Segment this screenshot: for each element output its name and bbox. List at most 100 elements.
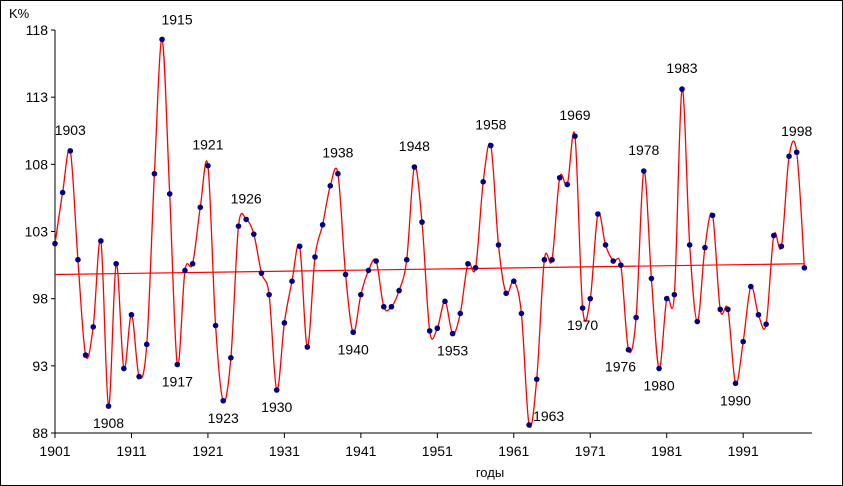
annotation-1990: 1990 — [720, 392, 751, 408]
data-point-1940 — [350, 329, 357, 336]
data-point-1983 — [679, 86, 685, 92]
data-point-1980 — [656, 365, 662, 372]
annotation-1915: 1915 — [161, 11, 192, 27]
data-point-1951 — [434, 325, 441, 332]
x-tick-label: 1971 — [575, 443, 606, 459]
data-point-1915 — [159, 36, 165, 43]
annotation-1980: 1980 — [643, 378, 674, 394]
data-point-1913 — [143, 341, 150, 348]
x-tick-label: 1921 — [192, 443, 223, 459]
data-point-1986 — [702, 244, 708, 251]
data-point-1959 — [495, 242, 502, 248]
annotation-1963: 1963 — [533, 408, 564, 424]
data-point-1950 — [426, 328, 433, 334]
data-point-1958 — [488, 142, 494, 149]
trend-line — [54, 263, 805, 276]
data-point-1941 — [358, 291, 364, 298]
data-point-1906 — [90, 324, 97, 330]
data-point-1993 — [755, 311, 762, 318]
y-tick-label: 103 — [25, 224, 49, 240]
data-point-1956 — [472, 264, 479, 271]
data-point-1998 — [793, 149, 800, 156]
data-point-1974 — [610, 258, 616, 264]
x-tick-label: 1951 — [422, 443, 453, 459]
data-point-1981 — [663, 295, 670, 302]
y-tick-label: 118 — [26, 22, 49, 38]
y-tick-label: 108 — [25, 156, 49, 172]
annotation-1938: 1938 — [322, 145, 353, 161]
data-point-1967 — [556, 174, 563, 181]
x-tick-label: 1911 — [116, 443, 146, 459]
data-point-1902 — [59, 189, 66, 196]
annotation-1923: 1923 — [208, 410, 239, 426]
data-point-1948 — [411, 164, 418, 170]
data-point-1901 — [52, 240, 58, 247]
data-point-1961 — [510, 278, 517, 285]
annotation-1948: 1948 — [399, 138, 430, 154]
annotation-1940: 1940 — [338, 341, 369, 357]
data-point-1938 — [335, 170, 341, 177]
data-point-1925 — [235, 223, 242, 229]
data-point-1973 — [602, 242, 609, 248]
data-point-1934 — [304, 344, 311, 350]
x-tick-label: 1991 — [728, 443, 759, 459]
data-point-1985 — [694, 318, 701, 325]
data-point-1954 — [457, 310, 464, 317]
data-point-1930 — [273, 387, 280, 393]
annotation-layer: 1903 1908 1915 1917 1921 1923 1926 1930 1938 1940… — [55, 11, 813, 431]
annotation-1926: 1926 — [231, 190, 262, 206]
data-point-1909 — [113, 260, 119, 267]
data-point-1978 — [640, 168, 647, 174]
annotation-1908: 1908 — [93, 415, 124, 431]
data-point-1905 — [82, 352, 89, 358]
data-point-1945 — [388, 303, 395, 310]
annotation-1983: 1983 — [666, 60, 697, 76]
data-point-1949 — [419, 219, 425, 225]
data-point-1966 — [549, 256, 555, 263]
data-point-1997 — [786, 153, 792, 160]
data-point-1988 — [717, 306, 724, 313]
data-point-1995 — [770, 232, 777, 239]
annotation-1978: 1978 — [628, 142, 659, 158]
series-layer — [54, 38, 806, 428]
points-layer — [52, 36, 808, 428]
data-point-1944 — [380, 303, 387, 310]
data-point-1947 — [403, 256, 410, 263]
data-point-1910 — [121, 365, 127, 372]
data-point-1937 — [327, 183, 334, 189]
x-axis-ticks: 1901 1911 1921 1931 1941 1951 1961 1971 1981 1991 — [39, 433, 759, 459]
data-point-1914 — [151, 170, 158, 177]
data-point-1903 — [67, 148, 74, 154]
data-point-1976 — [625, 346, 632, 353]
data-point-1992 — [748, 283, 754, 290]
annotation-1917: 1917 — [162, 373, 193, 389]
data-point-1932 — [289, 278, 295, 285]
data-point-1936 — [319, 221, 326, 228]
data-point-1939 — [342, 271, 349, 278]
data-point-1979 — [648, 275, 655, 282]
data-point-1968 — [564, 181, 571, 188]
annotation-1969: 1969 — [559, 107, 590, 123]
x-tick-label: 1931 — [269, 443, 300, 459]
y-tick-label: 113 — [26, 89, 49, 105]
data-point-1908 — [105, 403, 112, 409]
data-point-1972 — [595, 211, 601, 217]
data-point-1916 — [166, 191, 173, 197]
y-tick-label: 98 — [32, 291, 48, 307]
annotation-1921: 1921 — [192, 137, 223, 153]
data-point-1924 — [228, 354, 234, 361]
data-point-1931 — [281, 320, 288, 326]
data-point-1927 — [251, 231, 257, 237]
trend-layer — [54, 263, 805, 276]
x-axis-title: годы — [476, 465, 504, 480]
data-point-1957 — [480, 178, 487, 185]
data-point-1933 — [296, 243, 303, 250]
annotation-1976: 1976 — [605, 359, 636, 375]
data-point-1989 — [725, 306, 731, 313]
data-point-1991 — [740, 338, 746, 345]
data-point-1984 — [686, 242, 693, 248]
data-point-1943 — [373, 258, 379, 264]
data-point-1935 — [312, 254, 318, 260]
